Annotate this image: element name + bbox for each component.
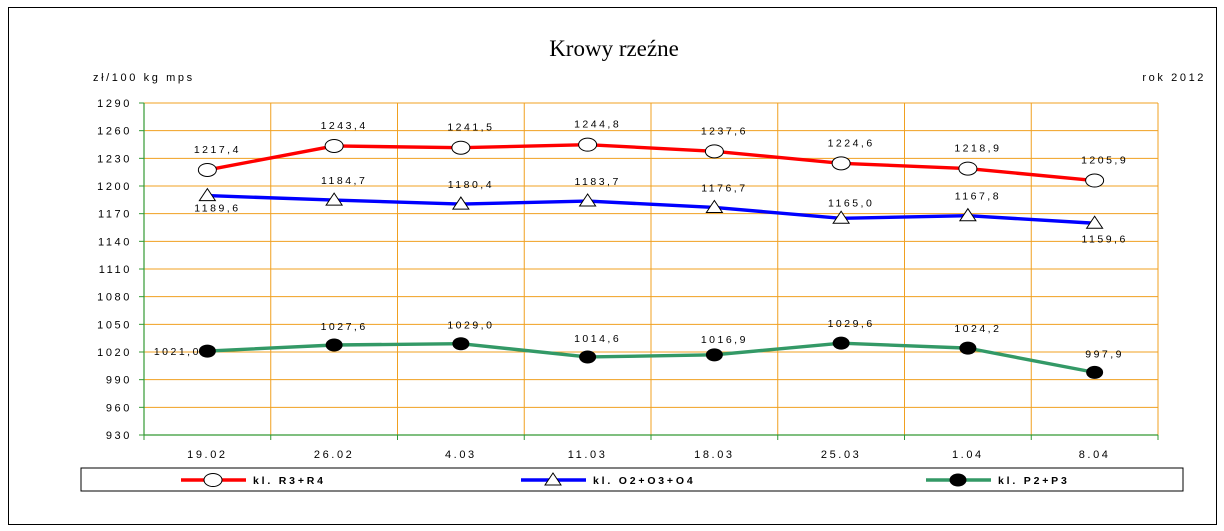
data-label: 1027,6	[321, 321, 368, 333]
y-tick-label: 1230	[97, 153, 132, 165]
data-label: 1180,4	[448, 179, 494, 191]
data-label: 1183,7	[574, 176, 620, 188]
data-point	[705, 348, 723, 362]
data-label: 1218,9	[954, 143, 1001, 155]
y-tick-label: 1020	[97, 347, 132, 359]
x-tick-label: 8.04	[1079, 449, 1111, 461]
data-label: 1167,8	[955, 191, 1001, 203]
data-point	[579, 350, 597, 364]
data-point	[1085, 215, 1104, 229]
data-label: 1205,9	[1081, 155, 1128, 167]
legend-label: kl. R3+R4	[253, 475, 326, 487]
data-point	[325, 338, 343, 352]
data-label: 1016,9	[701, 334, 748, 346]
data-point	[451, 196, 470, 210]
data-label: 1184,7	[321, 175, 367, 187]
y-tick-label: 1050	[97, 319, 132, 331]
data-point	[324, 138, 344, 153]
data-point	[704, 144, 724, 159]
y-tick-label: 1260	[97, 126, 132, 138]
data-label: 1244,8	[574, 119, 621, 131]
data-point	[578, 137, 598, 152]
data-label: 1165,0	[828, 197, 874, 209]
x-tick-label: 1.04	[952, 449, 984, 461]
y-axis-label: zł/100 kg mps	[93, 72, 195, 84]
data-point	[451, 140, 471, 155]
y-tick-label: 1110	[99, 264, 132, 276]
year-note: rok 2012	[1142, 72, 1206, 84]
data-label: 1189,6	[194, 203, 240, 215]
data-point	[958, 161, 978, 176]
y-tick-label: 1290	[97, 98, 132, 110]
data-label: 1021,0	[154, 346, 201, 358]
data-label: 1024,2	[954, 323, 1001, 335]
y-tick-label: 930	[106, 430, 132, 442]
y-tick-label: 960	[106, 402, 132, 414]
data-point	[705, 199, 724, 213]
chart-title: Krowy rzeźne	[549, 36, 679, 61]
data-point	[958, 207, 977, 222]
y-tick-label: 1200	[97, 181, 132, 193]
legend-box	[80, 467, 1184, 492]
data-label: 1224,6	[828, 137, 875, 149]
data-point	[1086, 365, 1104, 379]
data-label: 1241,5	[447, 122, 494, 134]
data-label: 1029,6	[828, 318, 875, 330]
legend-marker	[203, 473, 223, 487]
data-point	[832, 210, 851, 224]
line-chart: Krowy rzeźne zł/100 kg mps rok 2012 9309…	[80, 36, 1206, 492]
data-point	[959, 341, 977, 355]
legend: kl. R3+R4 kl. O2+O3+O4 kl. P2+P3	[80, 467, 1184, 492]
y-tick-label: 1170	[98, 209, 132, 221]
x-tick-label: 11.03	[568, 449, 608, 461]
series-line	[207, 341, 1095, 375]
data-label: 1176,7	[701, 182, 747, 194]
x-tick-label: 19.02	[187, 449, 228, 461]
data-label: 1217,4	[194, 144, 241, 156]
data-label: 1029,0	[447, 320, 494, 332]
data-point	[198, 344, 216, 358]
series-line	[207, 142, 1095, 183]
data-point	[831, 156, 851, 171]
data-point	[1085, 173, 1105, 188]
legend-label: kl. P2+P3	[998, 475, 1070, 487]
data-point	[197, 162, 217, 177]
plot-area: 930 960 990 1020 1050 1080 1110 1140 1170 1200 123…	[97, 98, 1159, 461]
data-label: 997,9	[1085, 348, 1124, 360]
x-tick-label: 4.03	[445, 449, 477, 461]
x-tick-label: 18.03	[694, 449, 735, 461]
data-point	[832, 336, 850, 350]
x-tick-label: 26.02	[314, 449, 355, 461]
legend-marker	[949, 473, 967, 487]
data-label: 1159,6	[1081, 233, 1127, 245]
legend-label: kl. O2+O3+O4	[593, 475, 695, 487]
data-label: 1243,4	[321, 120, 368, 132]
y-tick-label: 1080	[97, 292, 132, 304]
data-point	[578, 193, 597, 207]
data-point	[452, 337, 470, 351]
series-line	[207, 193, 1095, 225]
chart-frame: Krowy rzeźne zł/100 kg mps rok 2012 930 9…	[8, 7, 1217, 525]
y-tick-label: 1140	[98, 236, 132, 248]
data-label: 1014,6	[574, 333, 621, 345]
data-point	[325, 192, 344, 206]
data-label: 1237,6	[701, 125, 748, 137]
x-tick-label: 25.03	[821, 449, 862, 461]
y-tick-label: 990	[106, 375, 132, 387]
data-point	[198, 187, 217, 202]
legend-marker	[544, 472, 562, 486]
